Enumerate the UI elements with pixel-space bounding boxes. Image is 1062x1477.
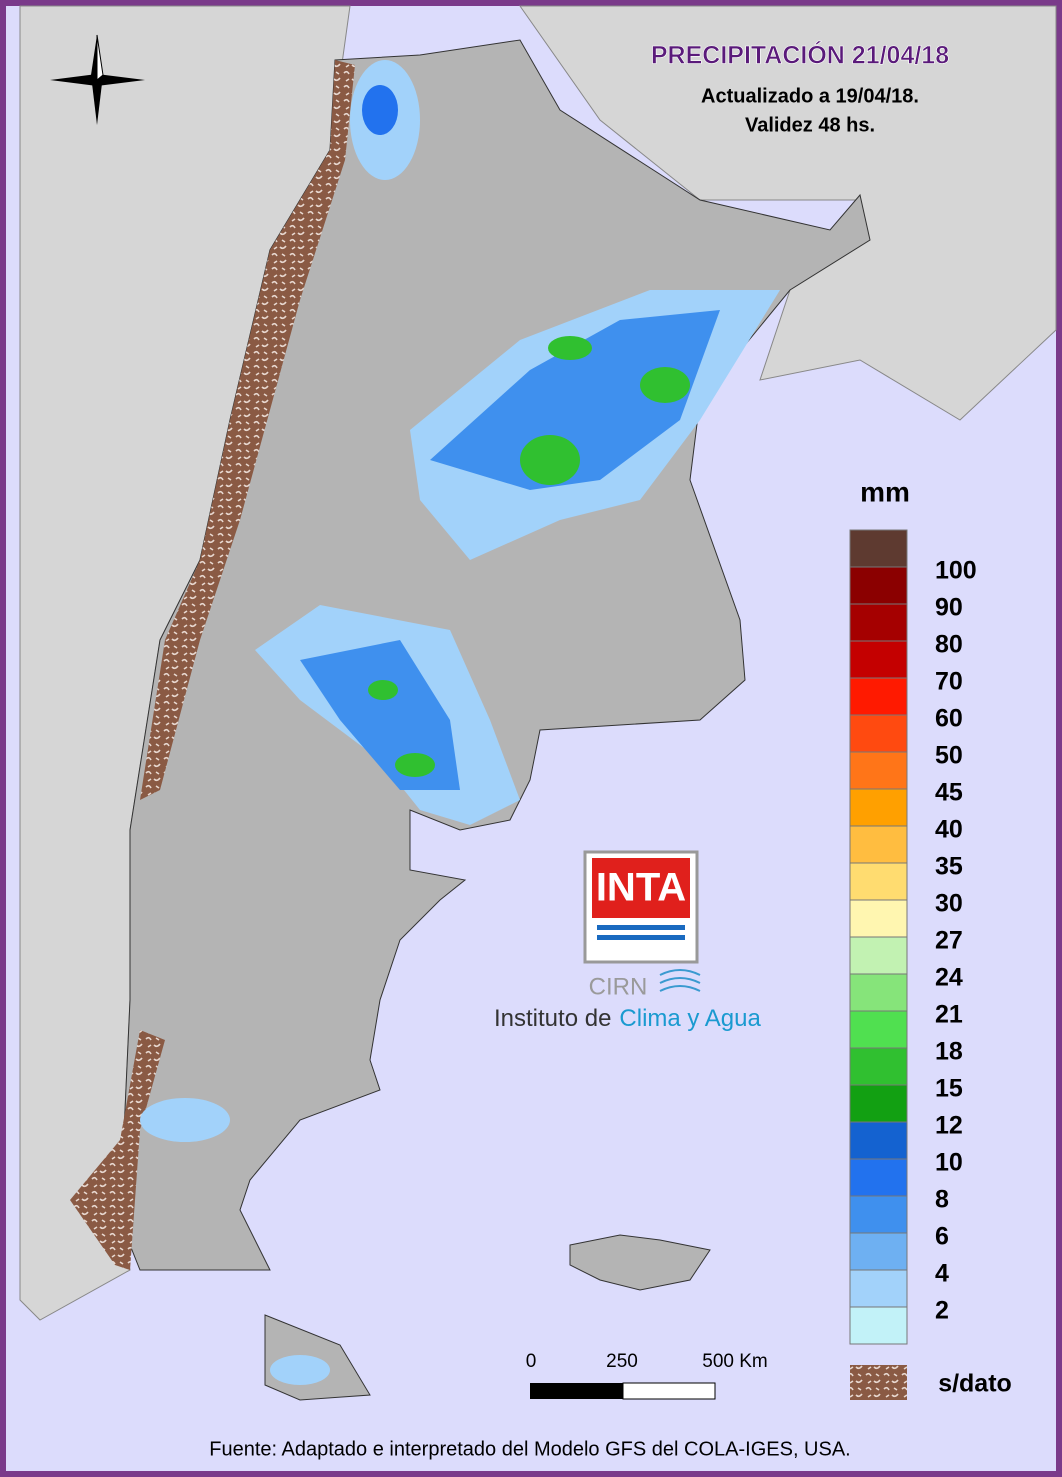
institute-highlight: Clima y Agua [619, 1005, 761, 1032]
legend-label: 18 [935, 1038, 963, 1066]
rain-area [140, 1098, 230, 1142]
legend-label: 60 [935, 705, 963, 733]
legend-swatch [849, 603, 908, 642]
legend-label: 10 [935, 1149, 963, 1177]
legend-swatch [849, 1121, 908, 1160]
legend-label: 2 [935, 1297, 949, 1325]
legend-swatch [849, 1232, 908, 1271]
logo-institute: Instituto de Clima y Agua [494, 1005, 761, 1032]
legend-swatch [849, 1269, 908, 1308]
no-data-strip [140, 60, 355, 800]
legend-swatch [849, 825, 908, 864]
legend-swatch [849, 677, 908, 716]
legend-label: 21 [935, 1001, 963, 1029]
legend-swatch [849, 1195, 908, 1234]
legend-swatch [849, 1306, 908, 1345]
legend-label: 30 [935, 890, 963, 918]
legend-label: 27 [935, 927, 963, 955]
compass [50, 34, 145, 125]
legend: 100 90 80 70 60 50 45 40 35 30 27 24 21 18 15 12 10 8 6 4 2 [849, 529, 977, 1345]
legend-label: 45 [935, 779, 963, 807]
scale-bar [530, 1383, 623, 1399]
scale-label: 500 Km [702, 1351, 767, 1372]
legend-label: 4 [935, 1260, 949, 1288]
rain-area [520, 435, 580, 485]
rain-area [362, 85, 398, 135]
rain-area [640, 367, 690, 403]
legend-label: 35 [935, 853, 963, 881]
legend-label: 90 [935, 594, 963, 622]
legend-label: 8 [935, 1186, 949, 1214]
legend-swatch [849, 566, 908, 605]
no-data-swatch [850, 1365, 907, 1400]
subtitle: Actualizado a 19/04/18. [701, 85, 919, 107]
rain-area [395, 753, 435, 777]
legend-swatch [849, 714, 908, 753]
legend-swatch [849, 640, 908, 679]
legend-swatch [849, 1158, 908, 1197]
islands [569, 1234, 711, 1291]
legend-swatch [849, 1047, 908, 1086]
rain-area [548, 336, 592, 360]
logo-unit: CIRN [589, 973, 648, 1000]
logo: INTA CIRN Instituto de Clima y Agua [494, 850, 761, 1032]
logo-brand: INTA [596, 866, 686, 910]
scale-label: 0 [526, 1351, 537, 1372]
legend-label: 50 [935, 742, 963, 770]
legend-label: 12 [935, 1112, 963, 1140]
legend-label: 15 [935, 1075, 963, 1103]
precipitation [140, 60, 780, 1385]
legend-swatch [849, 973, 908, 1012]
legend-label: 40 [935, 816, 963, 844]
no-data-strip [70, 1030, 165, 1270]
map-title: PRECIPITACIÓN 21/04/18 [651, 40, 949, 70]
no-data-label: s/dato [938, 1370, 1012, 1398]
legend-label: 100 [935, 557, 977, 585]
source: Fuente: Adaptado e interpretado del Mode… [209, 1438, 850, 1460]
rain-area [300, 640, 460, 790]
legend-swatch [849, 751, 908, 790]
legend-swatch [849, 529, 908, 568]
institute-text: Instituto de [494, 1005, 611, 1032]
legend-label: 70 [935, 668, 963, 696]
rain-area [368, 680, 398, 700]
legend-swatch [849, 1010, 908, 1049]
rain-area [270, 1355, 330, 1385]
legend-swatch [849, 899, 908, 938]
subtitle: Validez 48 hs. [745, 114, 875, 136]
legend-label: 24 [935, 964, 963, 992]
legend-swatch [849, 936, 908, 975]
neighbours [519, 5, 1057, 421]
legend-swatch [849, 1084, 908, 1123]
legend-label: 80 [935, 631, 963, 659]
scale-label: 250 [606, 1351, 638, 1372]
rain-area [430, 310, 720, 490]
scale-bar [622, 1382, 716, 1400]
legend-swatch [849, 788, 908, 827]
legend-label: 6 [935, 1223, 949, 1251]
legend-swatch [849, 862, 908, 901]
legend-unit: mm [860, 476, 910, 507]
